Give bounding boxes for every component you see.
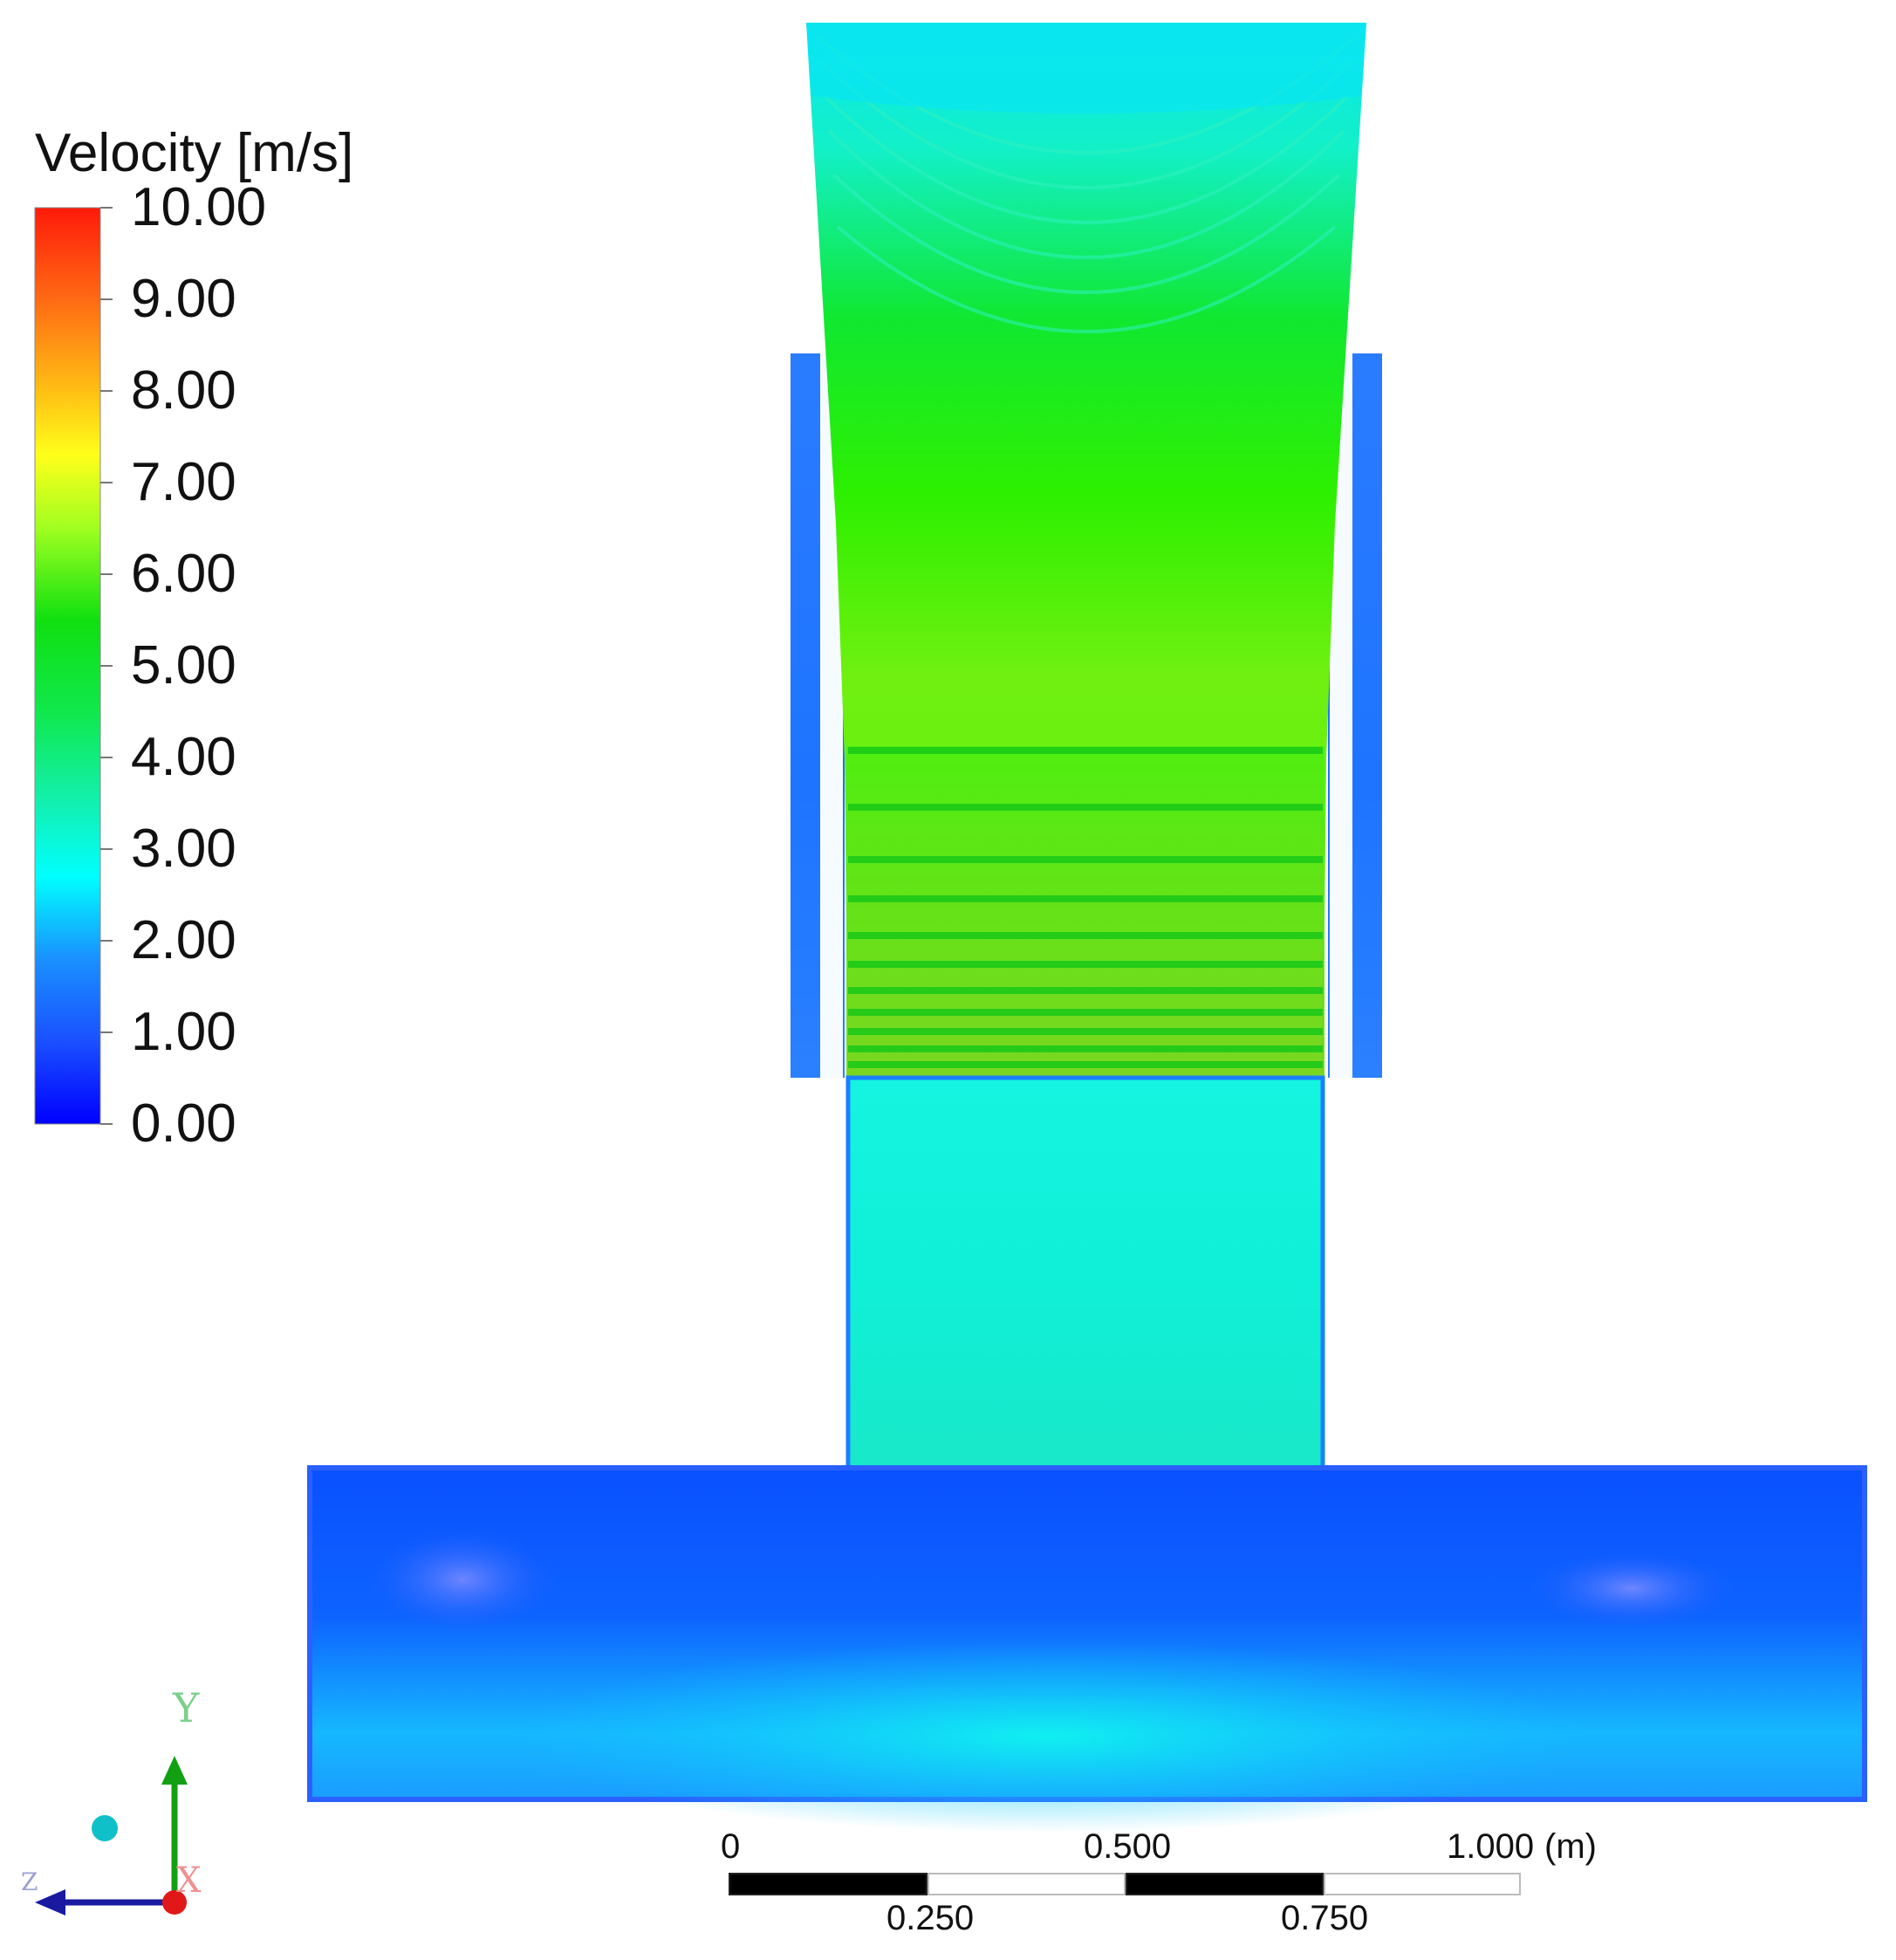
scale-label-0: 0 [721, 1827, 741, 1866]
legend-tick [100, 848, 113, 850]
scale-unit: (m) [1544, 1827, 1597, 1866]
flow-stripes [848, 747, 1323, 1068]
legend-label: 2.00 [131, 910, 236, 970]
legend-tick [100, 573, 113, 575]
legend-tick [100, 757, 113, 758]
middle-channel [845, 1075, 1325, 1473]
legend-tick [100, 665, 113, 667]
legend-label: 9.00 [131, 269, 236, 329]
scale-segment-4 [1324, 1873, 1521, 1895]
legend-tick [100, 298, 113, 300]
legend-tick [100, 940, 113, 942]
scale-label-0-750: 0.750 [1281, 1899, 1369, 1937]
legend-label: 8.00 [131, 360, 236, 421]
legend-color-bar [34, 207, 101, 1125]
axis-x-label: X [176, 1861, 202, 1901]
scale-label-1-000: 1.000 [1447, 1827, 1535, 1866]
tank-eddy-right [1527, 1549, 1736, 1628]
scale-label-0-500: 0.500 [1084, 1827, 1172, 1866]
axis-y-label: Y [173, 1684, 200, 1731]
legend-label: 1.00 [131, 1002, 236, 1062]
legend-label: 3.00 [131, 819, 236, 879]
legend-label: 4.00 [131, 727, 236, 787]
legend-label: 10.00 [131, 177, 267, 237]
axis-z-label: Z [21, 1867, 38, 1896]
legend-tick [100, 1031, 113, 1033]
legend-label: 7.00 [131, 452, 236, 512]
scale-segment-3 [1126, 1873, 1324, 1895]
striped-region [846, 746, 1324, 1078]
legend-tick [100, 482, 113, 483]
legend-tick [100, 390, 113, 392]
tank-eddy-left [366, 1527, 558, 1632]
legend-label: 6.00 [131, 544, 236, 604]
legend-label: 5.00 [131, 635, 236, 696]
legend-tick [100, 207, 113, 209]
legend-label: 0.00 [131, 1093, 236, 1154]
tank-cyan-region [506, 1641, 1588, 1833]
scale-segment-2 [927, 1873, 1126, 1895]
scale-segment-1 [729, 1873, 927, 1895]
legend-title: Velocity [m/s] [35, 123, 354, 183]
axis-triad [35, 1756, 188, 1915]
legend-tick [100, 1123, 113, 1125]
scale-label-0-250: 0.250 [886, 1899, 975, 1937]
upper-cyan-cap [806, 23, 1366, 113]
